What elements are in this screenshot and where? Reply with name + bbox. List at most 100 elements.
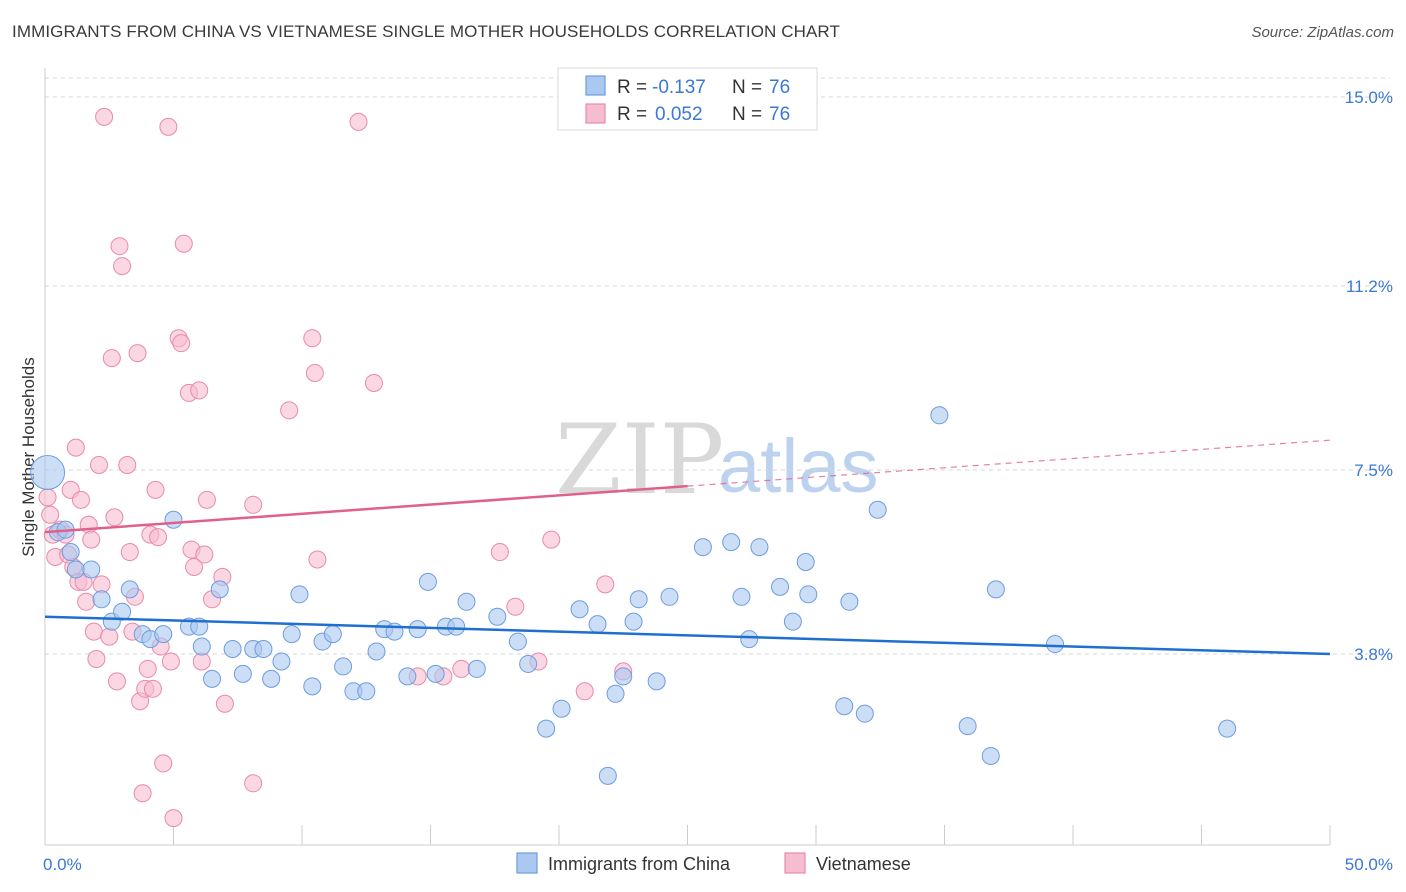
vietnamese-point-65 <box>364 373 383 392</box>
china-point-55 <box>629 590 648 609</box>
china-point-66 <box>799 585 818 604</box>
vietnamese-point-63 <box>308 550 327 569</box>
china-point-24 <box>272 652 291 671</box>
china-point-39 <box>426 664 445 683</box>
china-point-33 <box>367 642 386 661</box>
china-point-38 <box>418 572 437 591</box>
china-point-65 <box>796 552 815 571</box>
legend-r-value-vietnamese: 0.052 <box>655 104 703 125</box>
china-point-70 <box>868 500 887 519</box>
vietnamese-point-13 <box>77 592 96 611</box>
china-point-25 <box>282 625 301 644</box>
watermark-atlas: atlas <box>718 424 879 509</box>
vietnamese-point-31 <box>128 344 147 363</box>
china-point-29 <box>323 625 342 644</box>
vietnamese-point-46 <box>172 334 191 353</box>
vietnamese-point-59 <box>244 774 263 793</box>
vietnamese-point-61 <box>303 329 322 348</box>
vietnamese-point-26 <box>113 257 132 276</box>
china-point-13 <box>164 510 183 529</box>
vietnamese-point-62 <box>305 364 324 383</box>
bottom-legend-label-china: Immigrants from China <box>548 854 731 874</box>
y-tick-label-0: 3.8% <box>1354 645 1393 664</box>
bottom-legend-label-vietnamese: Vietnamese <box>816 854 911 874</box>
legend-box: R = -0.137 N = 76 R = 0.052 N = 76 <box>557 67 818 131</box>
china-point-20 <box>233 664 252 683</box>
bottom-legend: Immigrants from China Vietnamese <box>516 852 911 874</box>
vietnamese-point-64 <box>349 112 368 131</box>
vietnamese-point-35 <box>138 659 157 678</box>
vietnamese-point-11 <box>71 490 90 509</box>
x-tick-labels: 0.0% 50.0% <box>43 855 1393 874</box>
vietnamese-point-39 <box>149 528 168 547</box>
china-point-26 <box>290 585 309 604</box>
vietnamese-points <box>38 107 633 828</box>
china-point-9 <box>120 580 139 599</box>
vietnamese-point-23 <box>105 508 124 527</box>
china-point-5 <box>82 560 101 579</box>
china-point-4 <box>66 560 85 579</box>
china-point-12 <box>154 625 173 644</box>
vietnamese-point-27 <box>118 456 137 475</box>
china-point-73 <box>981 746 1000 765</box>
legend-n-label-vietnamese: N = <box>732 104 762 125</box>
vietnamese-point-43 <box>161 652 180 671</box>
watermark-zip: ZIP <box>555 404 724 516</box>
china-point-72 <box>958 717 977 736</box>
china-point-60 <box>732 587 751 606</box>
vietnamese-point-22 <box>102 349 121 368</box>
china-point-52 <box>606 684 625 703</box>
china-point-54 <box>624 612 643 631</box>
china-point-62 <box>750 538 769 557</box>
legend-r-label-china: R = <box>617 77 647 98</box>
vietnamese-point-15 <box>82 530 101 549</box>
china-point-42 <box>457 592 476 611</box>
vietnamese-point-38 <box>146 480 165 499</box>
vietnamese-point-20 <box>95 107 114 126</box>
vietnamese-point-44 <box>164 809 183 828</box>
china-point-76 <box>1218 719 1237 738</box>
vietnamese-point-51 <box>190 381 209 400</box>
china-point-71 <box>930 406 949 425</box>
china-point-32 <box>357 682 376 701</box>
vietnamese-point-73 <box>575 682 594 701</box>
china-point-8 <box>113 602 132 621</box>
china-point-0 <box>30 454 66 490</box>
china-trend-line <box>44 615 1331 656</box>
vietnamese-point-74 <box>596 575 615 594</box>
vietnamese-point-57 <box>215 694 234 713</box>
vietnamese-point-50 <box>185 557 204 576</box>
legend-r-label-vietnamese: R = <box>617 104 647 125</box>
vietnamese-point-18 <box>89 456 108 475</box>
china-point-22 <box>254 640 273 659</box>
y-tick-label-1: 7.5% <box>1354 461 1393 480</box>
bottom-legend-swatch-china <box>516 852 538 874</box>
china-point-45 <box>508 632 527 651</box>
china-point-19 <box>223 640 242 659</box>
legend-n-value-vietnamese: 76 <box>769 104 790 125</box>
vietnamese-point-60 <box>280 401 299 420</box>
china-point-30 <box>334 657 353 676</box>
china-point-27 <box>303 677 322 696</box>
legend-r-value-china: -0.137 <box>652 77 706 98</box>
vietnamese-point-33 <box>133 784 152 803</box>
china-point-56 <box>647 672 666 691</box>
vietnamese-point-1 <box>41 505 60 524</box>
vietnamese-point-9 <box>66 438 85 457</box>
china-point-68 <box>840 592 859 611</box>
china-point-3 <box>61 543 80 562</box>
vietnamese-point-58 <box>244 495 263 514</box>
china-point-75 <box>1046 635 1065 654</box>
legend-swatch-china <box>585 75 606 96</box>
vietnamese-point-0 <box>38 488 57 507</box>
vietnamese-point-37 <box>143 679 162 698</box>
vietnamese-point-24 <box>107 672 126 691</box>
china-point-6 <box>92 590 111 609</box>
source-label: Source: ZipAtlas.com <box>1251 24 1394 41</box>
vietnamese-point-72 <box>542 530 561 549</box>
vietnamese-point-69 <box>490 543 509 562</box>
china-point-23 <box>262 669 281 688</box>
vietnamese-point-28 <box>120 543 139 562</box>
china-point-50 <box>588 615 607 634</box>
